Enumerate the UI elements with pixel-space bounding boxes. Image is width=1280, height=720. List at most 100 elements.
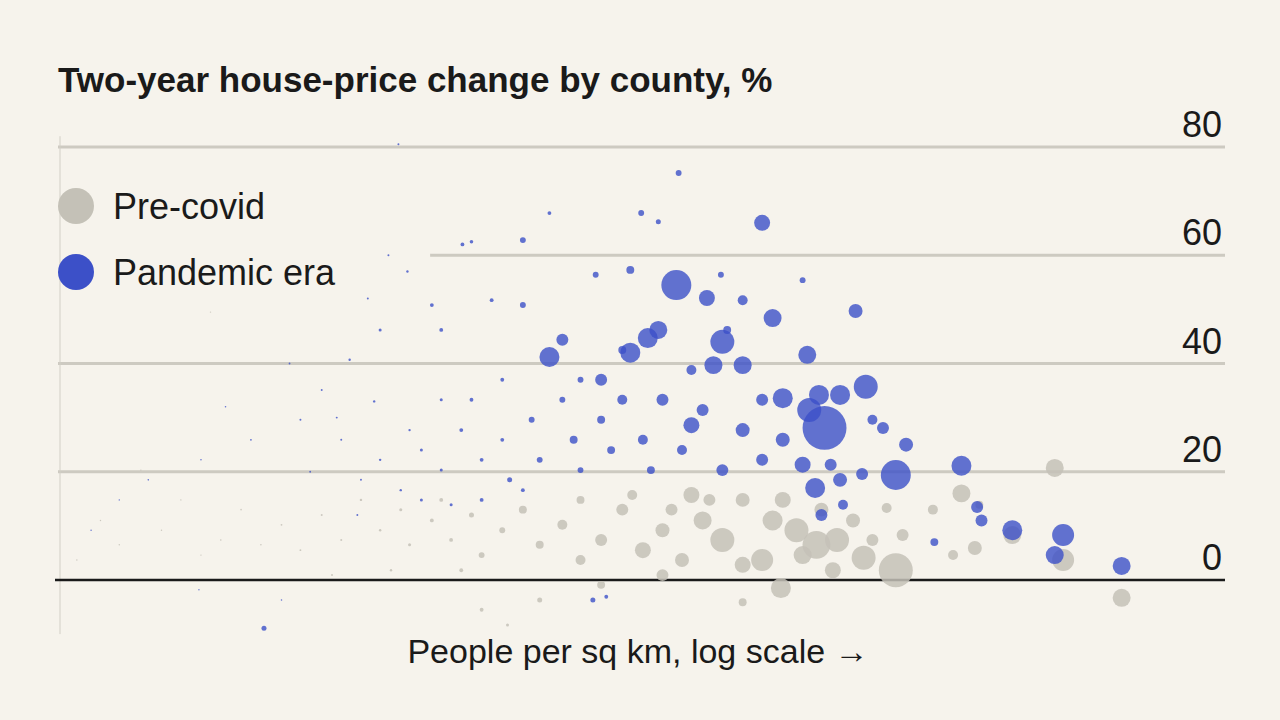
bubble [299,419,301,421]
bubble [440,469,443,472]
bubble [470,240,474,244]
bubble [833,473,847,487]
bubble [479,552,485,558]
bubble [951,456,971,476]
bubble [576,555,586,565]
bubble [809,385,829,405]
bubble [499,527,505,533]
bubble [1002,520,1022,540]
bubble [735,557,751,573]
bubble [948,550,958,560]
bubble [408,543,411,546]
bubble [507,477,512,482]
bubble [879,553,913,587]
bubble [548,211,552,215]
zero-line [55,579,1225,582]
bubble [520,237,526,243]
bubble [119,544,120,545]
bubble [805,478,825,498]
bubble [309,471,311,473]
y-tick-label: 60 [1182,212,1222,253]
bubble [390,569,392,571]
bubble [430,303,434,307]
bubble [775,492,791,508]
bubble [281,599,283,601]
bubble [676,170,682,176]
bubble [480,458,484,462]
bubble [529,417,535,423]
series [90,143,1130,630]
bubble [952,484,970,502]
y-tick-label: 20 [1182,429,1222,470]
legend-swatch [58,188,94,224]
legend-label: Pre-covid [113,186,265,227]
bubble [537,598,542,603]
bubble [794,546,812,564]
bubble [618,346,626,354]
bubble [800,277,806,283]
bubble [593,272,599,278]
legend-label: Pandemic era [113,252,336,293]
bubble [1113,589,1131,607]
bubble [408,429,410,431]
bubble [866,534,878,546]
bubble [379,529,381,531]
bubble [439,498,443,502]
bubble [736,423,750,437]
x-axis-label: People per sq km, log scale → [407,632,868,670]
bubble [570,436,578,444]
bubble [763,510,783,530]
bubble [521,488,525,492]
bubble [877,422,889,434]
bubble [261,626,266,631]
bubble [340,439,342,441]
bubble [161,529,162,530]
bubble [739,598,747,606]
bubble [200,459,202,461]
bubble [597,416,605,424]
legend-swatch [58,254,94,290]
bubble [849,304,863,318]
title: Two-year house-price change by county, % [58,60,772,99]
grid-line [430,254,1225,257]
bubble [656,523,670,537]
bubble [461,243,465,247]
bubble [897,529,909,541]
bubble [577,496,585,504]
bubble [225,406,227,408]
bubble [300,549,302,551]
bubble [379,459,381,461]
bubble [751,549,773,571]
bubble [928,505,938,515]
bubble [657,394,669,406]
bubble [336,417,338,419]
bubble [100,520,101,521]
bubble [147,479,149,481]
bubble [683,417,699,433]
bubble [656,219,661,224]
bubble [677,445,687,455]
bubble [657,569,669,581]
bubble [764,309,782,327]
bubble [694,511,712,529]
bubble [738,295,748,305]
points [76,143,1130,630]
bubble [220,539,222,541]
y-tick-label: 40 [1182,321,1222,362]
bubble [400,489,402,491]
bubble [1046,546,1064,564]
bubble [536,541,544,549]
bubble [420,498,423,501]
background [0,0,1280,720]
bubble [198,589,199,590]
bubble [710,528,734,552]
bubble [281,524,283,526]
bubble [881,460,911,490]
bubble [420,449,423,452]
bubble [348,359,350,361]
bubble [798,346,816,364]
bubble [697,404,709,416]
bubble [716,464,728,476]
bubble [406,270,408,272]
bubble [200,554,201,555]
